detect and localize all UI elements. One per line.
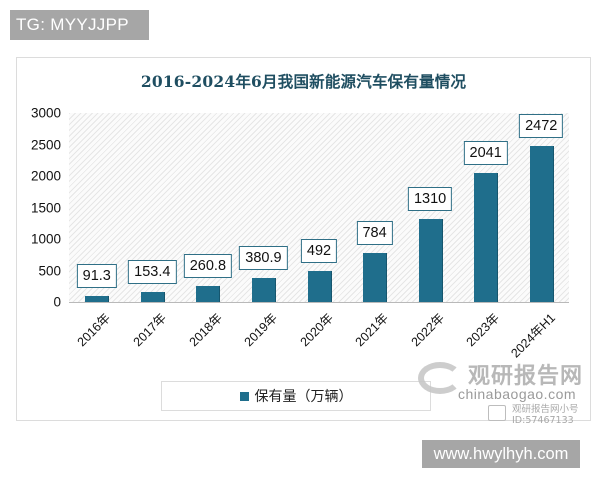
legend: 保有量（万辆） [161, 381, 431, 411]
bar [307, 271, 331, 302]
bar [196, 285, 220, 302]
data-label: 260.8 [183, 253, 233, 278]
x-tick-label: 2019年 [241, 310, 281, 350]
site-watermark: www.hwylhyh.com [422, 440, 580, 468]
data-label: 2041 [463, 141, 508, 166]
chart-card: 2016-2024年6月我国新能源汽车保有量情况 3000 2500 2000 150… [16, 57, 591, 421]
bar [418, 219, 442, 302]
legend-swatch-icon [239, 391, 249, 401]
y-tick-label: 500 [38, 263, 61, 278]
legend-label: 保有量（万辆） [254, 389, 353, 405]
x-tick-label: 2022年 [408, 310, 447, 350]
bar [474, 173, 498, 302]
y-tick-label: 1000 [30, 231, 61, 247]
tg-watermark: TG: MYYJJPP [10, 10, 149, 40]
data-label: 784 [356, 220, 393, 245]
x-tick-label: 2017年 [130, 310, 170, 350]
x-tick-label: 2020年 [297, 310, 336, 350]
chart-title: 2016-2024年6月我国新能源汽车保有量情况 [140, 72, 467, 91]
data-label: 380.9 [239, 246, 288, 270]
bar [363, 252, 387, 302]
data-label: 153.4 [128, 260, 177, 285]
x-axis-line [69, 302, 569, 303]
data-label: 91.3 [76, 264, 117, 289]
bar [85, 296, 109, 302]
y-tick-label: 1500 [30, 200, 61, 215]
y-tick-label: 2500 [30, 137, 61, 152]
y-tick-label: 2000 [30, 168, 61, 184]
y-tick-label: 3000 [30, 105, 61, 121]
bar [251, 278, 275, 302]
data-label: 2472 [519, 114, 564, 139]
x-tick-label: 2024年H1 [508, 310, 558, 361]
bar [529, 146, 553, 302]
x-tick-label: 2023年 [463, 310, 503, 350]
data-label: 1310 [407, 187, 453, 212]
data-label: 492 [300, 239, 338, 263]
bar [140, 292, 164, 302]
x-tick-label: 2021年 [352, 310, 392, 350]
x-tick-label: 2016年 [75, 310, 114, 350]
x-tick-label: 2018年 [186, 310, 225, 350]
y-tick-label: 0 [53, 294, 61, 310]
